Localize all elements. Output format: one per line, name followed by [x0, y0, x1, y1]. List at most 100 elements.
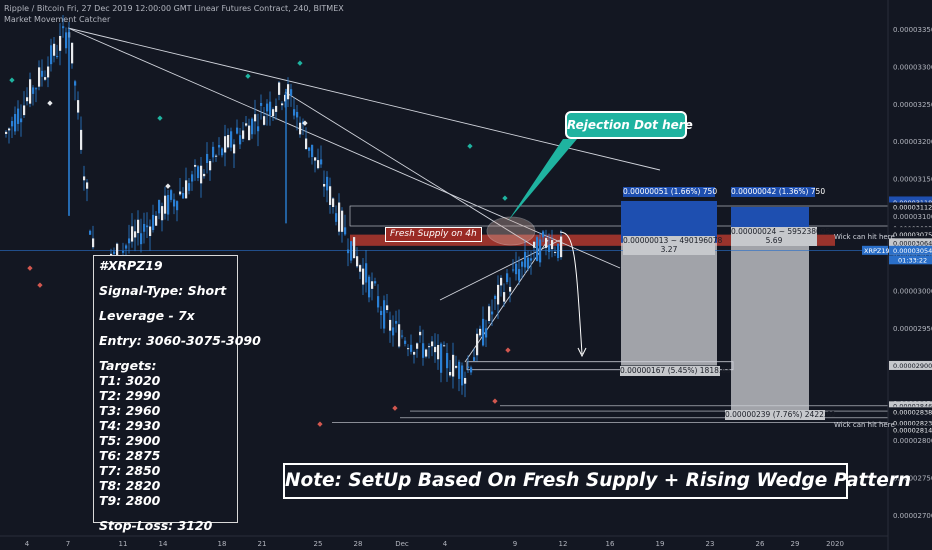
price-marker-bg [889, 360, 932, 370]
candle-body [527, 257, 530, 269]
candle-body [251, 118, 254, 135]
candle-body [245, 123, 248, 126]
target-4: T4: 2930 [99, 418, 161, 433]
indicator-dot: ◆ [392, 404, 398, 412]
price-tick: 0.00003300 [893, 63, 932, 71]
candle-body [92, 238, 95, 248]
candle-body [341, 210, 344, 232]
candle-body [149, 226, 152, 237]
price-tick: 0.00002750 [893, 475, 932, 483]
right-target-zone [731, 240, 809, 412]
price-marker: 0.00003112 [893, 203, 932, 211]
indicator-dot: ◆ [492, 397, 498, 405]
setup-note: Note: SetUp Based On Fresh Supply + Risi… [283, 463, 911, 499]
candle-body [206, 153, 209, 163]
candle-body [209, 161, 212, 171]
current-price-bg [889, 245, 932, 255]
candle-body [284, 94, 287, 102]
candle-body [500, 277, 503, 286]
price-tick: 0.00002950 [893, 325, 932, 333]
indicator-dot: ◆ [37, 281, 43, 289]
signal-box: #XRPZ19 Signal-Type: Short Leverage - 7x… [93, 255, 261, 533]
candle-body [503, 292, 506, 302]
candle-body [281, 103, 284, 106]
candle-body [533, 241, 536, 248]
candle-body [155, 215, 158, 226]
price-marker: 0.00003064 [893, 239, 932, 247]
price-marker: 0.00003075 [893, 231, 932, 239]
candle-body [521, 261, 524, 267]
candle-body [248, 125, 251, 141]
candle-body [317, 160, 320, 169]
candle-body [365, 263, 368, 283]
candle-body [551, 240, 554, 250]
candle-body [440, 343, 443, 373]
candle-body [41, 70, 44, 77]
candle-body [266, 103, 269, 112]
indicator-dot: ◆ [47, 99, 53, 107]
candle-body [236, 127, 239, 134]
candle-body [125, 245, 128, 249]
indicator-dot: ◆ [157, 114, 163, 122]
wick-label-top: Wick can hit here [834, 233, 895, 241]
candle-body [287, 84, 290, 100]
candle-body [539, 239, 542, 263]
candle-body [290, 89, 293, 96]
current-price: 0.00003054 [893, 247, 932, 255]
candle-body [230, 131, 233, 148]
candle-body [479, 328, 482, 336]
target-3: T3: 2960 [99, 403, 161, 418]
time-tick: 11 [119, 540, 128, 548]
time-axis: 4 7 11 14 18 21 25 28 Dec 4 9 12 16 19 23 26 29 2020 [25, 540, 844, 548]
candle-body [557, 243, 560, 259]
candle-body [179, 191, 182, 195]
candle-body [134, 231, 137, 238]
candle-body [512, 269, 515, 271]
candle-body [275, 105, 278, 112]
candle-body [332, 198, 335, 207]
time-tick: 16 [606, 540, 615, 548]
candle-body [17, 108, 20, 124]
candle-body [356, 256, 359, 267]
candle-body [221, 148, 224, 156]
price-axis: 0.00003350 0.00003300 0.00003250 0.00003200… [862, 26, 932, 520]
time-tick: 14 [159, 540, 168, 548]
candle-body [488, 306, 491, 321]
candle-body [380, 310, 383, 316]
trendline-1 [67, 27, 661, 171]
time-tick: 4 [443, 540, 448, 548]
indicator-dot: ◆ [9, 76, 15, 84]
candle-body [320, 159, 323, 165]
candle-body [77, 100, 80, 113]
time-tick: 18 [218, 540, 227, 548]
candle-body [128, 238, 131, 244]
candle-body [122, 250, 125, 253]
indicator-name: Market Movement Catcher [4, 15, 111, 24]
candle-body [419, 331, 422, 336]
candle-body [137, 219, 140, 234]
candle-body [458, 361, 461, 379]
candle-body [455, 365, 458, 368]
candle-body [536, 237, 539, 262]
price-tick: 0.00003000 [893, 288, 932, 296]
right-stop-label: 0.00000042 (1.36%) 750 [731, 187, 826, 197]
candle-body [476, 333, 479, 356]
candle-body [83, 176, 86, 181]
candle-body [473, 357, 476, 361]
stop-loss: Stop-Loss: 3120 [99, 518, 213, 533]
candle-body [449, 371, 452, 376]
candle-body [392, 327, 395, 336]
candle-body [344, 227, 347, 235]
indicator-dot: ◆ [27, 264, 33, 272]
time-tick: 9 [513, 540, 517, 548]
candle-body [482, 318, 485, 346]
indicator-dot: ◆ [245, 72, 251, 80]
candle-body [404, 340, 407, 344]
candle-body [188, 183, 191, 191]
target-9: T9: 2800 [99, 493, 161, 508]
indicator-dot: ◆ [502, 194, 508, 202]
price-marker: 0.00002846 [893, 402, 932, 410]
signal-pair: #XRPZ19 [99, 258, 163, 273]
price-tick: 0.00003100 [893, 213, 932, 221]
